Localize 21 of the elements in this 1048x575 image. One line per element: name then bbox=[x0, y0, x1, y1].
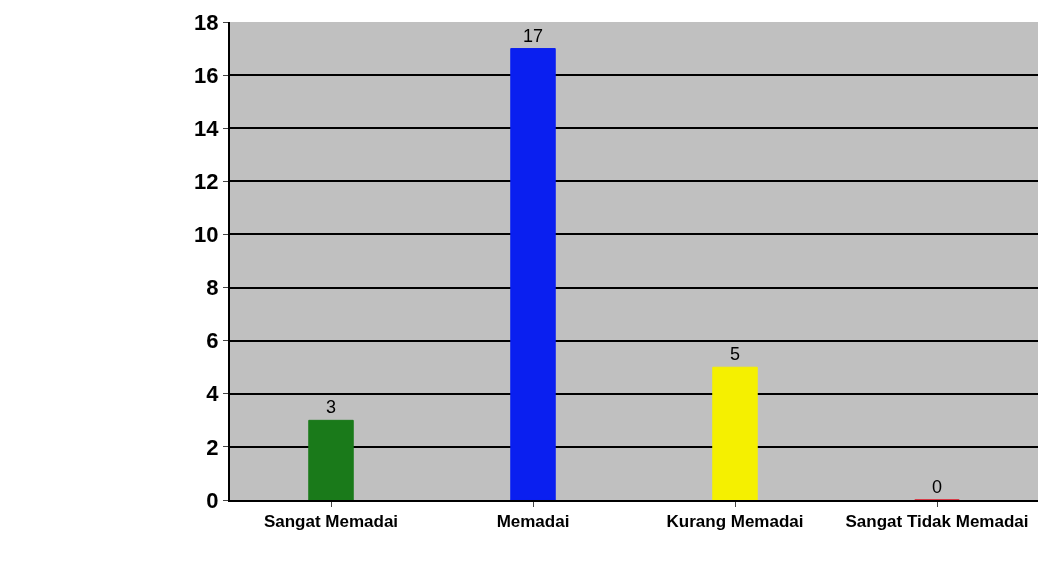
bar bbox=[510, 48, 556, 500]
x-tick-label: Sangat Memadai bbox=[263, 512, 399, 532]
y-tick-label: 4 bbox=[206, 381, 220, 407]
x-tick-label: Kurang Memadai bbox=[666, 512, 804, 532]
y-tick-label: 10 bbox=[194, 222, 219, 248]
y-tick-label: 0 bbox=[206, 487, 219, 513]
y-tick-label: 8 bbox=[206, 275, 219, 301]
data-label: 5 bbox=[729, 344, 741, 365]
data-label: 3 bbox=[325, 397, 337, 418]
data-label: 0 bbox=[931, 477, 943, 497]
data-label: 17 bbox=[522, 25, 544, 46]
x-tick-label: Sangat Tidak Memadai bbox=[845, 512, 1029, 532]
y-tick-label: 14 bbox=[194, 115, 220, 141]
bar bbox=[712, 366, 758, 500]
y-tick-label: 6 bbox=[206, 328, 219, 354]
bar bbox=[308, 419, 354, 500]
y-tick-label: 2 bbox=[206, 434, 219, 460]
y-tick-label: 16 bbox=[194, 62, 219, 88]
x-tick-label: Memadai bbox=[496, 512, 570, 532]
y-tick-label: 18 bbox=[194, 9, 219, 35]
y-tick-label: 12 bbox=[194, 169, 219, 195]
